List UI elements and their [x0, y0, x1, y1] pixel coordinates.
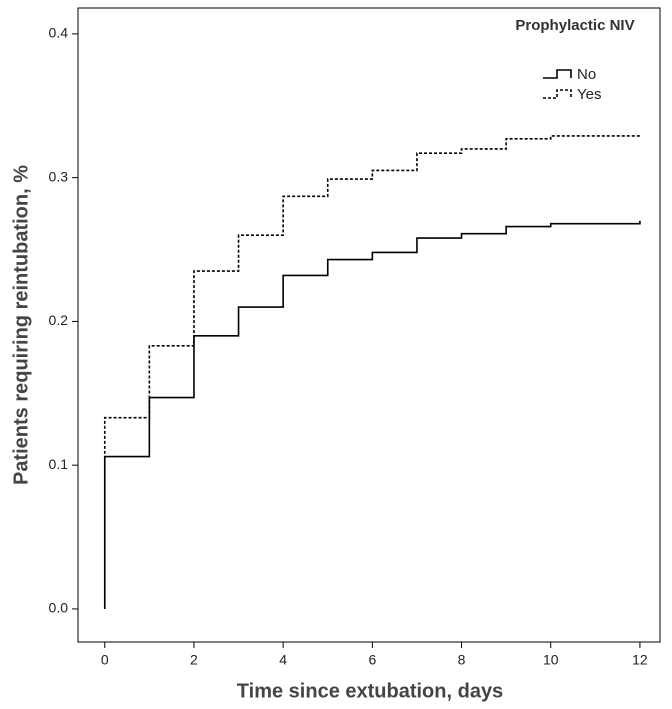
- x-tick-label: 12: [632, 652, 648, 668]
- legend-title: Prophylactic NIV: [515, 17, 635, 34]
- series-line: [103, 134, 641, 609]
- legend-glyph: [543, 69, 572, 79]
- x-axis-label: Time since extubation, days: [237, 680, 503, 702]
- legend-glyph: [543, 89, 572, 99]
- y-tick-label: 0.4: [49, 25, 69, 41]
- x-tick-label: 4: [279, 652, 287, 668]
- legend-label: Yes: [577, 86, 601, 103]
- x-tick-label: 2: [190, 652, 198, 668]
- series-line: [103, 220, 641, 609]
- y-tick-label: 0.3: [49, 168, 69, 184]
- x-tick-label: 10: [543, 652, 559, 668]
- y-tick-label: 0.2: [49, 312, 69, 328]
- plot-frame: [77, 7, 661, 643]
- y-tick-label: 0.0: [49, 600, 69, 616]
- legend-label: No: [577, 66, 596, 83]
- y-tick-label: 0.1: [49, 456, 69, 472]
- x-tick-label: 8: [458, 652, 466, 668]
- x-tick-label: 0: [101, 652, 109, 668]
- y-axis-label: Patients requiring reintubation, %: [10, 165, 32, 485]
- x-tick-label: 6: [368, 652, 376, 668]
